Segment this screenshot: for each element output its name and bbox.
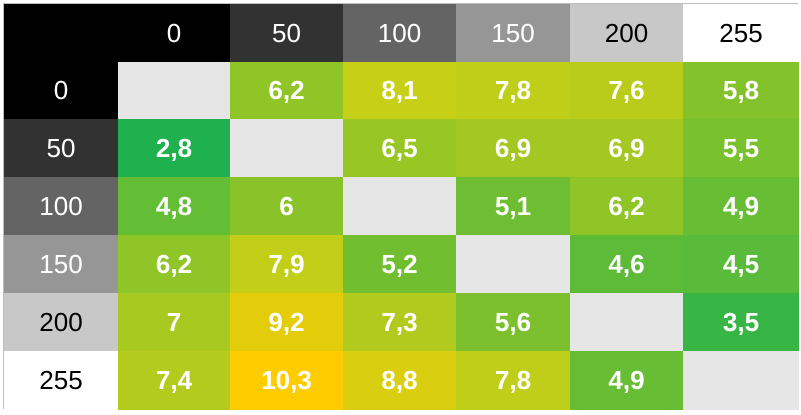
heatmap-cell: 4,9 [570,351,683,410]
heatmap-cell: 8,1 [343,62,456,119]
column-header-50: 50 [230,4,343,62]
heatmap-cell: 2,8 [118,119,230,177]
column-header-150: 150 [456,4,570,62]
heatmap-cell-empty [683,351,799,410]
heatmap-cell: 5,6 [456,293,570,351]
heatmap-cell: 6,5 [343,119,456,177]
heatmap-cell: 7,3 [343,293,456,351]
heatmap-cell: 3,5 [683,293,799,351]
heatmap-chart: 0 50 100 150 200 255 0 50 100 150 200 255 6,2 8,1 7,8 7… [3,3,799,410]
column-header-255: 255 [683,4,799,62]
heatmap-cell: 7 [118,293,230,351]
heatmap-cell: 5,1 [456,177,570,235]
heatmap-cell: 7,6 [570,62,683,119]
heatmap-cell-empty [230,119,343,177]
row-header-0: 0 [4,62,118,119]
heatmap-cell: 6,2 [230,62,343,119]
heatmap-cell: 7,8 [456,351,570,410]
heatmap-cell-empty [343,177,456,235]
column-header-0: 0 [118,4,230,62]
heatmap-cell: 5,5 [683,119,799,177]
row-header-200: 200 [4,293,118,351]
heatmap-cell: 6 [230,177,343,235]
heatmap-cell: 8,8 [343,351,456,410]
row-header-150: 150 [4,235,118,293]
heatmap-cell-empty [570,293,683,351]
heatmap-cell-empty [456,235,570,293]
row-header-100: 100 [4,177,118,235]
heatmap-cell: 6,2 [570,177,683,235]
heatmap-cell: 4,6 [570,235,683,293]
heatmap-cell: 6,9 [456,119,570,177]
row-header-255: 255 [4,351,118,410]
heatmap-cell: 7,4 [118,351,230,410]
heatmap-cell: 4,8 [118,177,230,235]
corner-cell [4,4,118,62]
heatmap-cell: 6,9 [570,119,683,177]
heatmap-cell-empty [118,62,230,119]
column-header-100: 100 [343,4,456,62]
heatmap-cell: 5,2 [343,235,456,293]
heatmap-cell: 6,2 [118,235,230,293]
heatmap-cell: 9,2 [230,293,343,351]
column-header-200: 200 [570,4,683,62]
heatmap-cell: 10,3 [230,351,343,410]
heatmap-cell: 4,5 [683,235,799,293]
row-header-50: 50 [4,119,118,177]
heatmap-cell: 7,9 [230,235,343,293]
heatmap-cell: 7,8 [456,62,570,119]
heatmap-cell: 5,8 [683,62,799,119]
heatmap-cell: 4,9 [683,177,799,235]
